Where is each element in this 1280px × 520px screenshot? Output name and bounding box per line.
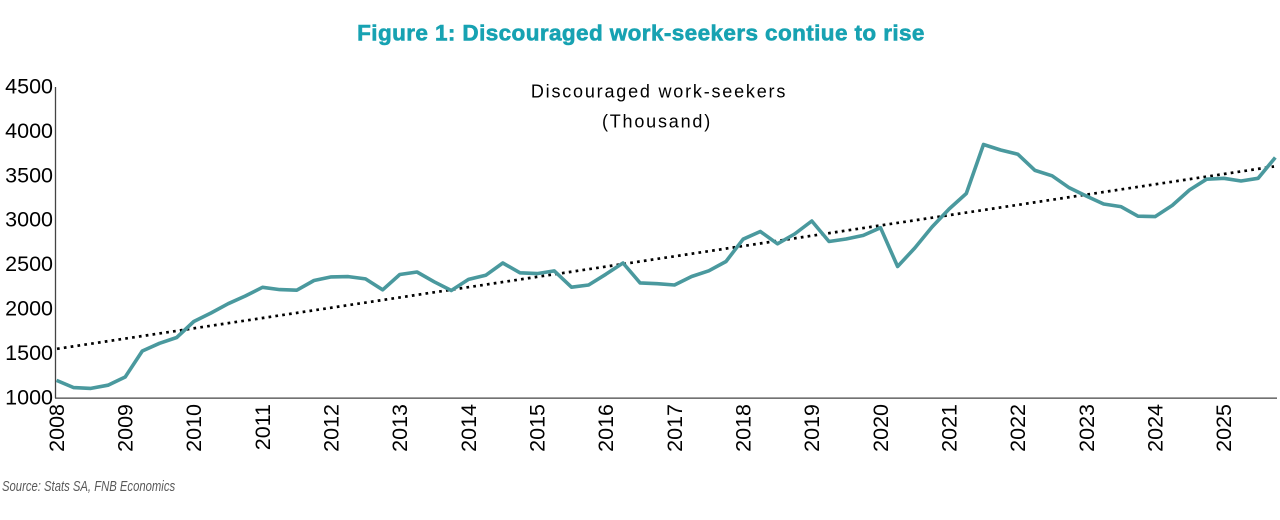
svg-text:2010: 2010: [182, 404, 206, 452]
svg-text:2012: 2012: [320, 404, 344, 452]
svg-text:2022: 2022: [1006, 404, 1030, 452]
svg-text:2500: 2500: [5, 252, 53, 276]
svg-text:1000: 1000: [5, 385, 53, 409]
svg-text:2023: 2023: [1075, 404, 1099, 452]
svg-text:4500: 4500: [5, 74, 53, 98]
svg-text:2024: 2024: [1143, 404, 1167, 452]
svg-text:(Thousand): (Thousand): [602, 112, 712, 132]
svg-text:Source: Stats SA, FNB Economic: Source: Stats SA, FNB Economics: [2, 477, 175, 494]
svg-text:2014: 2014: [457, 404, 481, 452]
svg-text:2018: 2018: [731, 404, 755, 452]
svg-text:2017: 2017: [663, 404, 687, 452]
svg-text:2009: 2009: [114, 404, 138, 452]
svg-text:2011: 2011: [251, 404, 275, 450]
svg-text:Discouraged work-seekers: Discouraged work-seekers: [531, 82, 787, 102]
svg-text:2000: 2000: [5, 297, 53, 321]
svg-text:2013: 2013: [388, 404, 412, 452]
svg-text:1500: 1500: [5, 341, 53, 365]
svg-text:2020: 2020: [869, 404, 893, 452]
svg-text:3000: 3000: [5, 208, 53, 232]
svg-text:2025: 2025: [1212, 404, 1236, 452]
svg-text:2008: 2008: [45, 404, 69, 452]
svg-text:2015: 2015: [525, 404, 549, 452]
svg-text:Figure 1: Discouraged work-see: Figure 1: Discouraged work-seekers conti…: [357, 20, 925, 45]
svg-text:4000: 4000: [5, 119, 53, 143]
svg-text:2021: 2021: [937, 404, 961, 452]
svg-text:3500: 3500: [5, 163, 53, 187]
svg-text:2019: 2019: [800, 404, 824, 452]
svg-text:2016: 2016: [594, 404, 618, 452]
